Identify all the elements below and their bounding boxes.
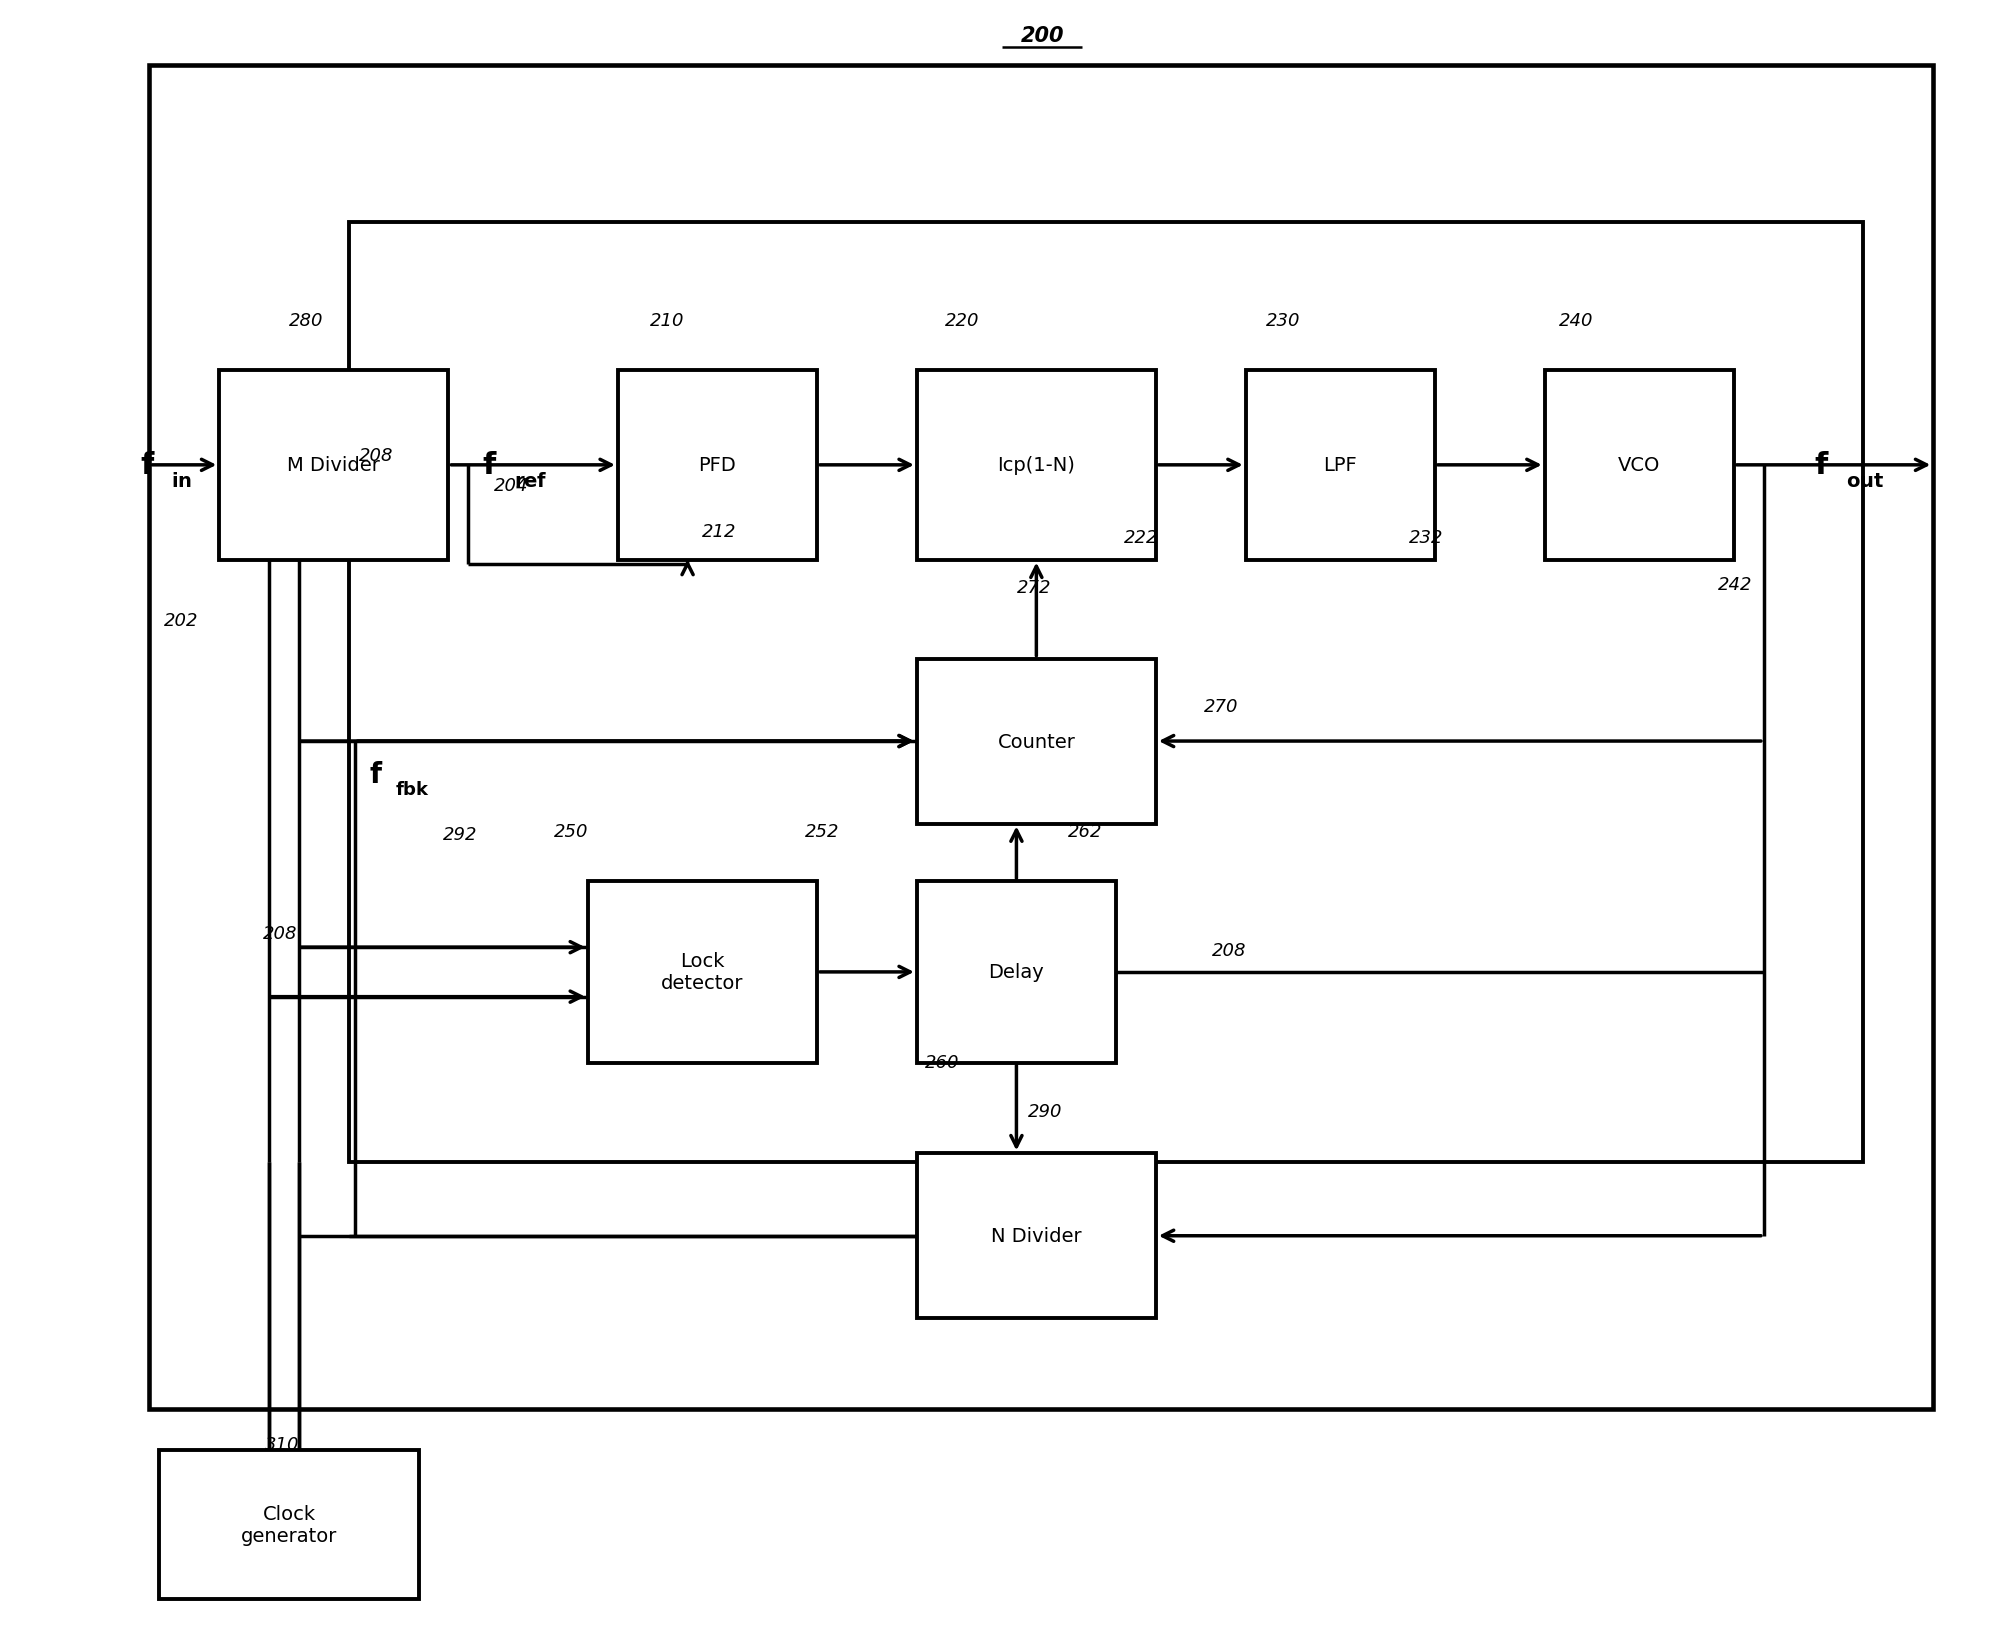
Bar <box>917 659 1156 824</box>
Text: $\mathbf{f}$: $\mathbf{f}$ <box>369 761 383 788</box>
Text: Icp(1-N): Icp(1-N) <box>996 456 1076 475</box>
Bar <box>349 222 1863 1162</box>
Text: Clock
generator: Clock generator <box>241 1505 337 1544</box>
Text: Counter: Counter <box>996 732 1076 751</box>
Text: 272: 272 <box>1016 578 1050 597</box>
Bar <box>219 371 448 560</box>
Text: 200: 200 <box>1020 26 1064 46</box>
Bar <box>618 371 817 560</box>
Text: 250: 250 <box>554 822 588 840</box>
Text: 310: 310 <box>265 1435 299 1454</box>
Text: 252: 252 <box>805 822 839 840</box>
Text: 208: 208 <box>263 925 297 943</box>
Text: $\mathbf{fbk}$: $\mathbf{fbk}$ <box>395 781 430 798</box>
Text: 260: 260 <box>925 1053 959 1071</box>
Text: $\mathbf{in}$: $\mathbf{in}$ <box>171 471 193 491</box>
Text: 292: 292 <box>442 826 476 844</box>
Text: 210: 210 <box>650 311 684 330</box>
Bar <box>588 882 817 1063</box>
Text: $\mathbf{f}$: $\mathbf{f}$ <box>140 450 155 480</box>
Text: 208: 208 <box>359 447 393 465</box>
Text: Lock
detector: Lock detector <box>662 953 743 992</box>
Bar <box>1545 371 1734 560</box>
Text: Delay: Delay <box>989 962 1044 982</box>
Text: 208: 208 <box>1212 941 1246 959</box>
Text: 202: 202 <box>163 611 197 630</box>
Text: VCO: VCO <box>1618 456 1660 475</box>
Text: 290: 290 <box>1028 1103 1062 1121</box>
Bar <box>917 882 1116 1063</box>
Text: 242: 242 <box>1718 575 1752 593</box>
Text: $\mathbf{out}$: $\mathbf{out}$ <box>1846 471 1883 491</box>
Text: 230: 230 <box>1266 311 1299 330</box>
Text: 262: 262 <box>1068 822 1102 840</box>
Bar <box>1246 371 1435 560</box>
Text: 270: 270 <box>1204 697 1238 715</box>
Bar <box>149 66 1933 1409</box>
Text: LPF: LPF <box>1323 456 1357 475</box>
Text: PFD: PFD <box>700 456 735 475</box>
Bar <box>917 371 1156 560</box>
Text: 220: 220 <box>945 311 979 330</box>
Text: 240: 240 <box>1559 311 1592 330</box>
Text: M Divider: M Divider <box>287 456 381 475</box>
Text: 232: 232 <box>1409 529 1443 547</box>
Bar <box>917 1154 1156 1318</box>
Text: 280: 280 <box>289 311 323 330</box>
Text: N Divider: N Divider <box>991 1226 1082 1246</box>
Text: $\mathbf{ref}$: $\mathbf{ref}$ <box>514 471 548 491</box>
Text: $\mathbf{f}$: $\mathbf{f}$ <box>1814 450 1830 480</box>
Text: 212: 212 <box>702 522 735 541</box>
Text: 204: 204 <box>494 476 528 494</box>
Bar <box>159 1450 419 1599</box>
Text: $\mathbf{f}$: $\mathbf{f}$ <box>482 450 498 480</box>
Text: 222: 222 <box>1124 529 1158 547</box>
